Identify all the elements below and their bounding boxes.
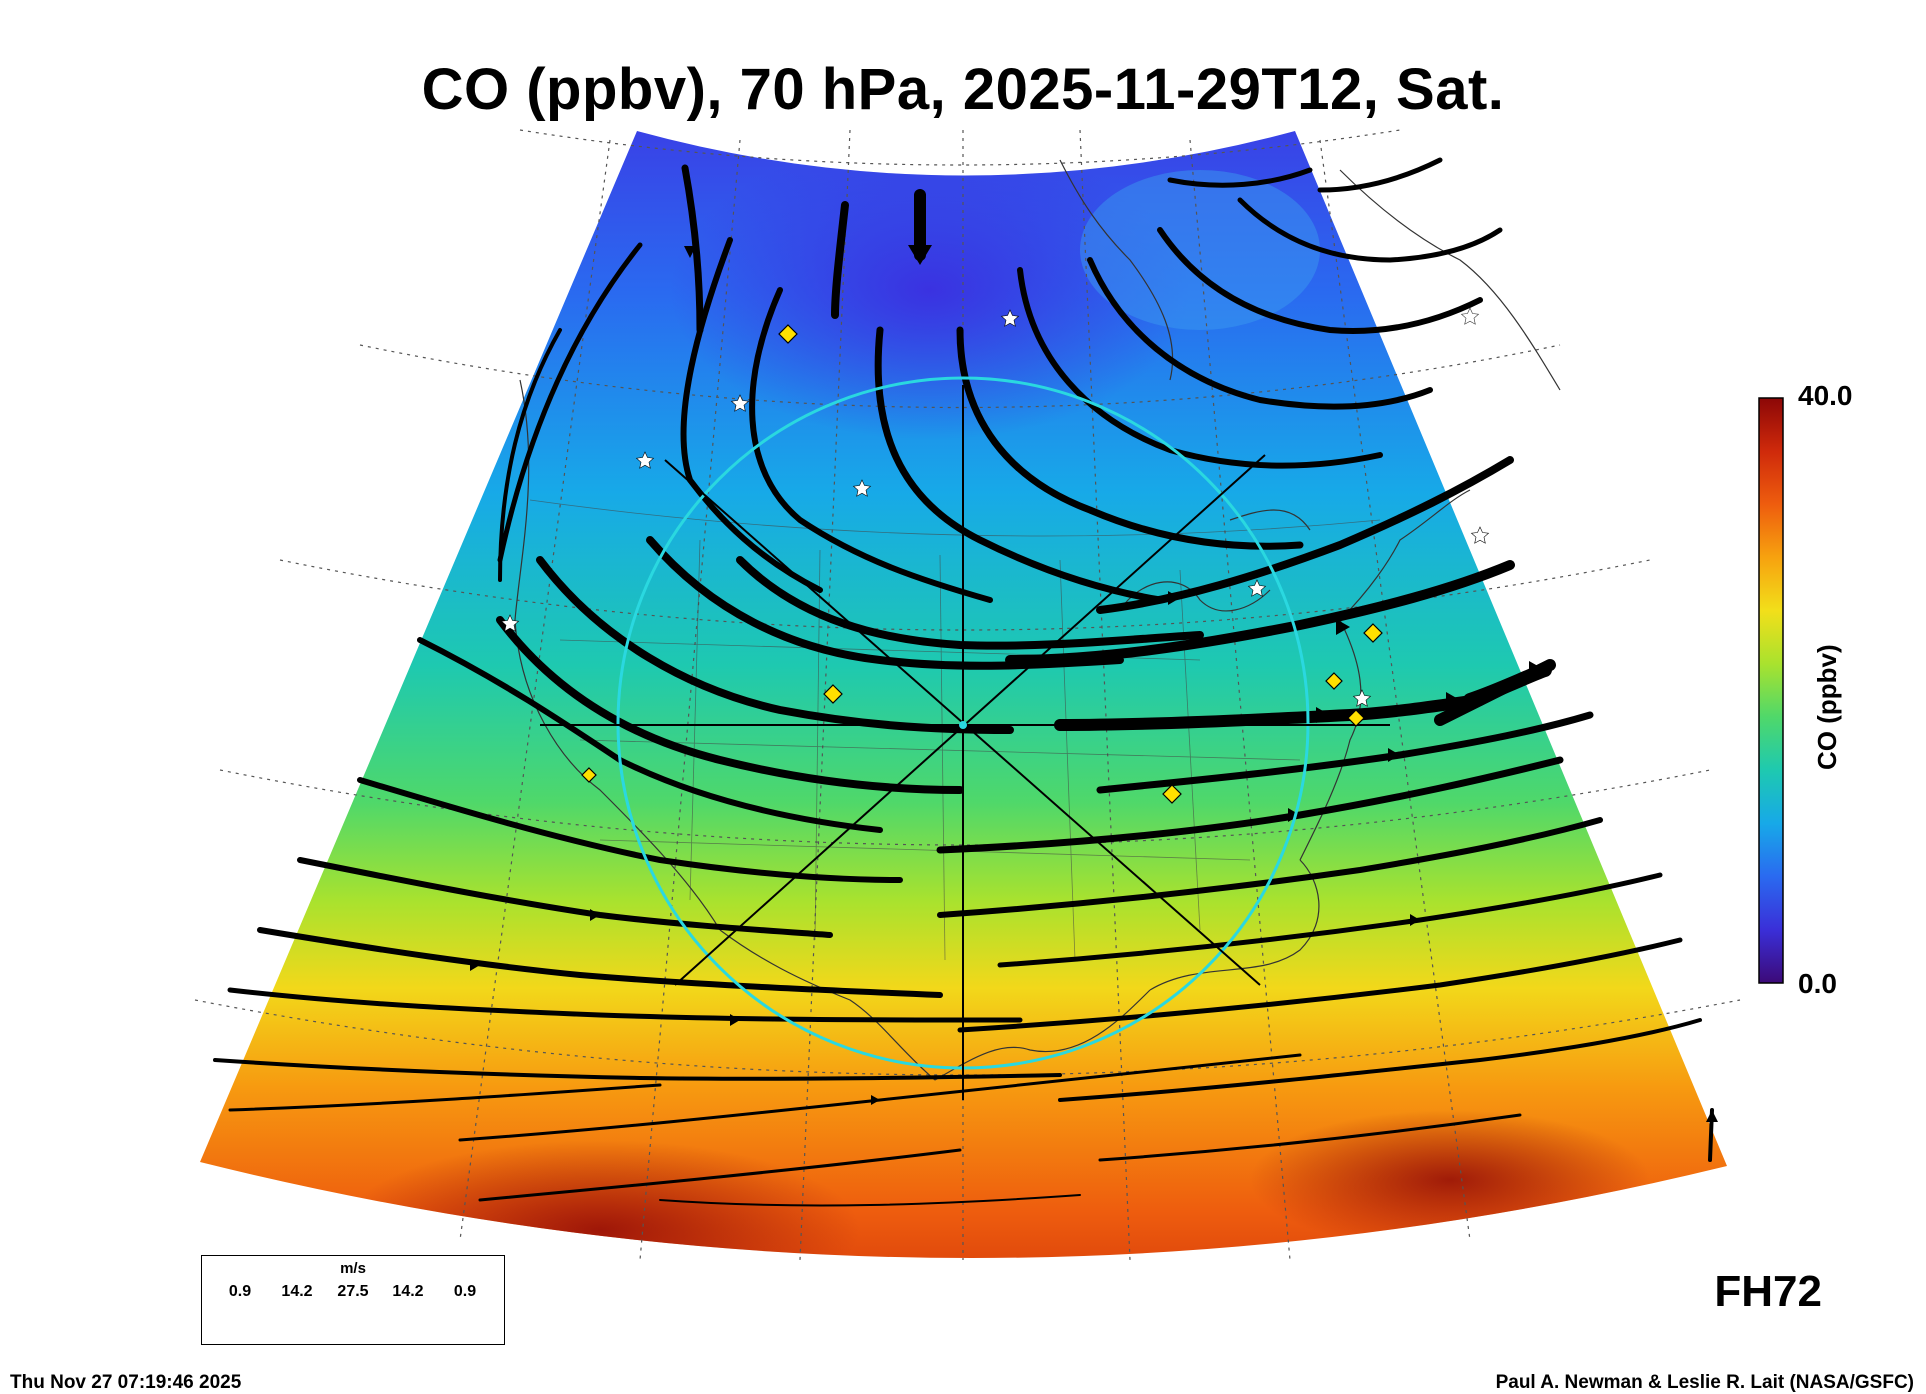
- wind-streamlines: [213, 157, 1714, 1207]
- footer-timestamp: Thu Nov 27 07:19:46 2025: [10, 1372, 242, 1393]
- forecast-hour: FH72: [1714, 1267, 1822, 1316]
- co-field: [200, 131, 1727, 1259]
- wind-speed-legend: m/s 0.9 14.2 27.5 14.2 0.9: [201, 1255, 505, 1345]
- station-diamonds: [581, 324, 1383, 804]
- map-title: CO (ppbv), 70 hPa, 2025-11-29T12, Sat.: [421, 57, 1505, 122]
- wind-legend-value: 0.9: [228, 1283, 252, 1300]
- wind-legend-value: 0.9: [453, 1283, 477, 1300]
- station-stars: [500, 307, 1490, 707]
- coastlines: [514, 159, 1561, 1081]
- wind-legend-value: 14.2: [281, 1283, 313, 1300]
- colorbar: [1758, 397, 1784, 984]
- colorbar-max-label: 40.0: [1798, 380, 1853, 411]
- wind-legend-unit: m/s: [340, 1260, 366, 1277]
- wind-legend-value: 14.2: [392, 1283, 424, 1300]
- wind-legend-value: 27.5: [337, 1283, 369, 1300]
- footer-credit: Paul A. Newman & Leslie R. Lait (NASA/GS…: [1495, 1372, 1914, 1393]
- target-circle: [540, 376, 1390, 1100]
- colorbar-min-label: 0.0: [1798, 968, 1837, 999]
- colorbar-title: CO (ppbv): [1812, 644, 1842, 770]
